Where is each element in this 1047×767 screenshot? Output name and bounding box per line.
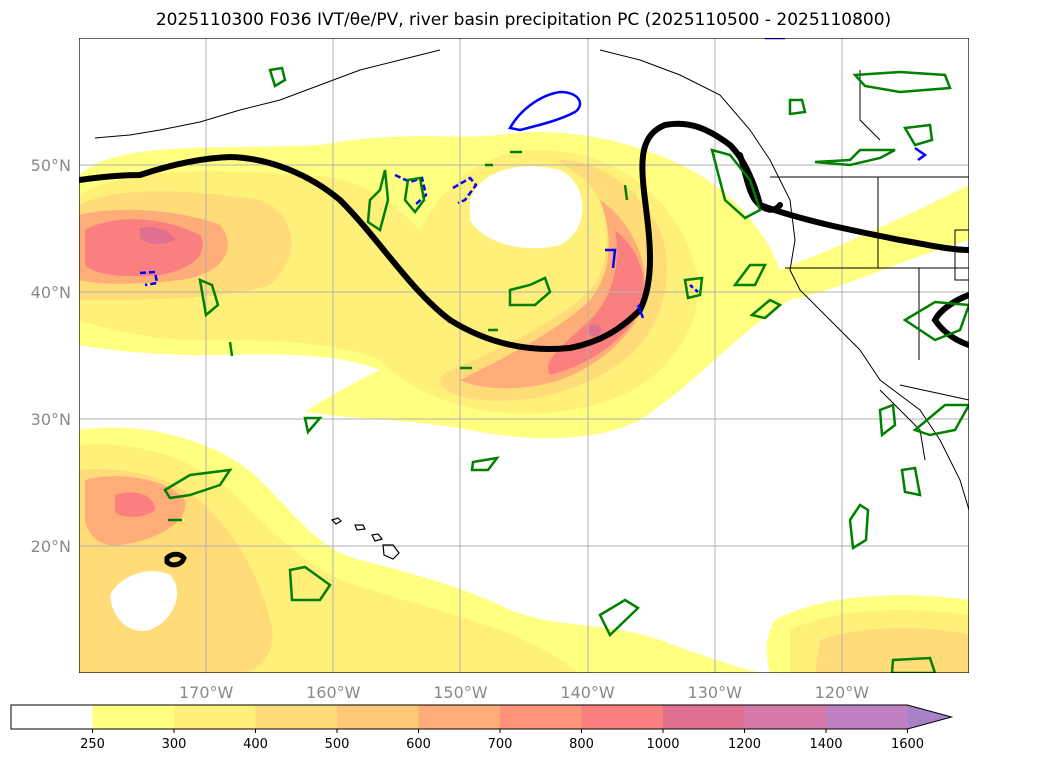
colorbar-segment <box>581 705 664 729</box>
lat-tick-label: 40°N <box>31 283 71 302</box>
colorbar-tick-label: 800 <box>569 737 594 752</box>
lat-tick-label: 30°N <box>31 410 71 429</box>
colorbar-tick-label: 500 <box>325 737 350 752</box>
colorbar-segment <box>418 705 501 729</box>
lon-tick-label: 130°W <box>688 683 743 702</box>
lon-tick-label: 140°W <box>560 683 615 702</box>
colorbar-segment <box>663 705 745 729</box>
colorbar-tick-label: 600 <box>406 737 431 752</box>
colorbar-tick-label: 1600 <box>891 737 924 752</box>
ivt-shading-south <box>79 427 969 673</box>
colorbar-segment <box>11 705 93 729</box>
map-title: 2025110300 F036 IVT/θe/PV, river basin p… <box>155 10 892 30</box>
colorbar-tick-label: 250 <box>80 737 105 752</box>
axis-tick-labels: 20°N 30°N 40°N 50°N 170°W 160°W 150°W 140°W 130°… <box>31 156 870 702</box>
colorbar-extend-arrow <box>907 705 952 729</box>
colorbar-segment <box>174 705 256 729</box>
colorbar-tick-label: 400 <box>243 737 268 752</box>
graticule <box>79 38 969 673</box>
colorbar-tick-label: 300 <box>162 737 187 752</box>
colorbar-tick-label: 1400 <box>809 737 842 752</box>
lat-tick-label: 20°N <box>31 537 71 556</box>
colorbar-segment <box>255 705 338 729</box>
map-plot-area <box>79 38 969 673</box>
pv-contours <box>139 38 928 319</box>
lon-tick-label: 120°W <box>815 683 870 702</box>
lat-tick-label: 50°N <box>31 156 71 175</box>
colorbar-outline <box>10 704 954 730</box>
colorbar-segment <box>92 705 175 729</box>
lon-tick-label: 160°W <box>306 683 361 702</box>
colorbar-tick-label: 1000 <box>646 737 679 752</box>
theta-e-contours <box>79 120 969 568</box>
colorbar-segment <box>826 705 908 729</box>
colorbar: 250 300 400 500 600 700 800 1000 1200 1400 1600 <box>10 704 954 752</box>
coastlines <box>94 49 969 511</box>
precip-pc-contours <box>163 66 969 673</box>
colorbar-segment <box>337 705 419 729</box>
colorbar-segment <box>744 705 827 729</box>
lon-tick-label: 150°W <box>433 683 488 702</box>
colorbar-segment <box>500 705 582 729</box>
colorbar-tick-label: 700 <box>488 737 513 752</box>
lon-tick-label: 170°W <box>179 683 234 702</box>
colorbar-tick-label: 1200 <box>728 737 761 752</box>
hawaii-islands <box>330 517 400 560</box>
